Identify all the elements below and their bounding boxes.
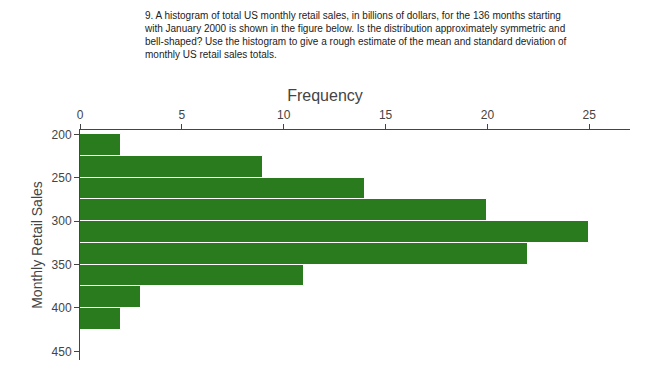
svg-text:9. A histogram of total US mon: 9. A histogram of total US monthly retai… [144, 10, 567, 60]
svg-text:200: 200 [52, 128, 72, 142]
svg-text:5: 5 [179, 108, 186, 122]
svg-text:300: 300 [52, 214, 72, 228]
svg-text:15: 15 [379, 108, 393, 122]
svg-text:400: 400 [52, 301, 72, 315]
svg-text:Monthly Retail Sales: Monthly Retail Sales [29, 181, 45, 309]
svg-text:0: 0 [77, 108, 84, 122]
svg-text:250: 250 [52, 171, 72, 185]
svg-text:450: 450 [52, 345, 72, 359]
svg-text:25: 25 [583, 108, 597, 122]
svg-text:10: 10 [277, 108, 291, 122]
svg-text:20: 20 [481, 108, 495, 122]
svg-text:Frequency: Frequency [287, 87, 363, 104]
svg-text:350: 350 [52, 258, 72, 272]
